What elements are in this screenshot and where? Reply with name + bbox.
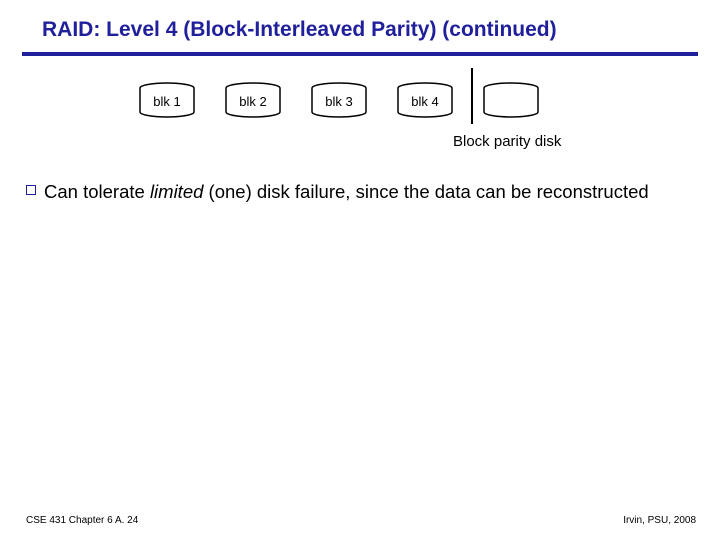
bullet-part1: Can tolerate	[44, 181, 150, 202]
disk-row: blk 1 blk 2 blk 3 blk 4	[138, 82, 540, 118]
disk-4: blk 4	[396, 82, 454, 118]
bullet-italic: limited	[150, 181, 209, 202]
disk-2: blk 2	[224, 82, 282, 118]
square-bullet-icon	[26, 185, 36, 195]
disk-3-label: blk 3	[325, 92, 352, 109]
disk-3: blk 3	[310, 82, 368, 118]
footer-right: Irvin, PSU, 2008	[623, 515, 696, 526]
bullet-part2: (one) disk failure, since the data can b…	[209, 181, 649, 202]
disk-1-label: blk 1	[153, 92, 180, 109]
cylinder-icon	[482, 82, 540, 118]
footer-left: CSE 431 Chapter 6 A. 24	[26, 515, 138, 526]
disk-1: blk 1	[138, 82, 196, 118]
disk-2-label: blk 2	[239, 92, 266, 109]
disk-parity	[482, 82, 540, 118]
title-underline	[22, 52, 698, 56]
page-title: RAID: Level 4 (Block-Interleaved Parity)…	[0, 18, 720, 52]
parity-caption: Block parity disk	[453, 133, 561, 150]
bullet-text: Can tolerate limited (one) disk failure,…	[44, 180, 649, 204]
disk-4-label: blk 4	[411, 92, 438, 109]
bullet-item: Can tolerate limited (one) disk failure,…	[26, 180, 690, 204]
